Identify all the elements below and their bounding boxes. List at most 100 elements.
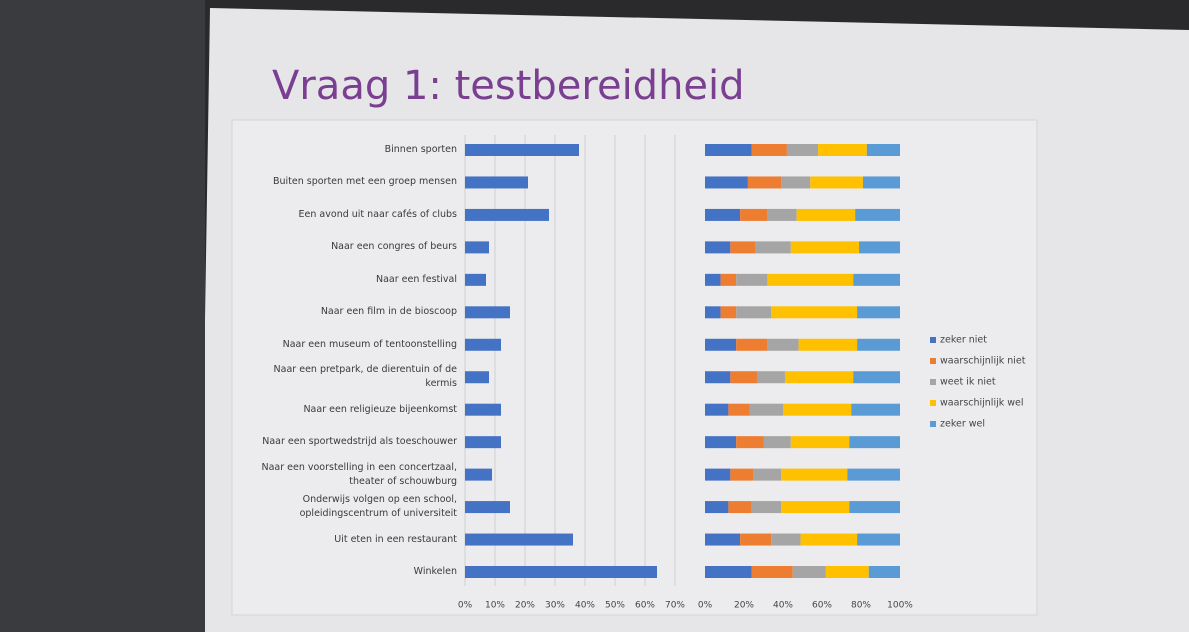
- bar-segment: [859, 241, 900, 253]
- bar-segment: [799, 339, 858, 351]
- bar: [465, 469, 492, 481]
- bar-segment: [750, 404, 783, 416]
- bar-segment: [705, 469, 730, 481]
- category-label: Naar een festival: [252, 273, 457, 287]
- bar-segment: [857, 339, 900, 351]
- bar-segment: [781, 176, 810, 188]
- category-label: Naar een sportwedstrijd als toeschouwer: [252, 435, 457, 449]
- x-tick-label: 0%: [698, 601, 713, 611]
- bar-segment: [857, 306, 900, 318]
- bar-segment: [728, 404, 749, 416]
- category-label: Winkelen: [252, 565, 457, 579]
- bar: [465, 501, 510, 513]
- bar-segment: [721, 274, 737, 286]
- legend-swatch: [930, 379, 936, 385]
- bar: [465, 339, 501, 351]
- x-tick-label: 0%: [458, 601, 473, 611]
- bar: [465, 534, 573, 546]
- bar-segment: [869, 566, 900, 578]
- bar-segment: [728, 501, 751, 513]
- bar-segment: [705, 436, 736, 448]
- category-label: Binnen sporten: [252, 143, 457, 157]
- bar: [465, 371, 489, 383]
- bar-segment: [849, 501, 900, 513]
- bar: [465, 274, 486, 286]
- bar-segment: [705, 339, 736, 351]
- bar: [465, 241, 489, 253]
- bar-segment: [758, 371, 785, 383]
- x-tick-label: 100%: [887, 601, 913, 611]
- bar-segment: [818, 144, 867, 156]
- bar: [465, 209, 549, 221]
- bar-segment: [705, 241, 730, 253]
- bar-segment: [785, 371, 853, 383]
- category-label: Naar een film in de bioscoop: [252, 305, 457, 319]
- bar: [465, 404, 501, 416]
- chart: Vraag 1: testbereidheid 0%10%20%30%40%50…: [0, 0, 1189, 632]
- bar-segment: [752, 566, 793, 578]
- bar-segment: [740, 534, 771, 546]
- bar-segment: [863, 176, 900, 188]
- background: [0, 0, 205, 632]
- bar-segment: [787, 144, 818, 156]
- bar-segment: [730, 469, 753, 481]
- bar-segment: [730, 371, 757, 383]
- bar-segment: [783, 404, 851, 416]
- x-tick-label: 20%: [734, 601, 754, 611]
- bar-segment: [767, 274, 853, 286]
- bar-segment: [791, 241, 859, 253]
- bar-segment: [730, 241, 755, 253]
- chart-title: Vraag 1: testbereidheid: [272, 63, 745, 109]
- bar-segment: [797, 209, 856, 221]
- bar-segment: [736, 274, 767, 286]
- x-tick-label: 30%: [545, 601, 565, 611]
- legend-swatch: [930, 400, 936, 406]
- x-tick-label: 70%: [665, 601, 685, 611]
- x-tick-label: 60%: [812, 601, 832, 611]
- bar: [465, 306, 510, 318]
- bar-segment: [826, 566, 869, 578]
- legend-swatch: [930, 337, 936, 343]
- legend-label: waarschijnlijk niet: [940, 356, 1026, 367]
- legend-label: zeker wel: [940, 419, 985, 430]
- bar-segment: [771, 534, 800, 546]
- x-tick-label: 80%: [851, 601, 871, 611]
- bar: [465, 566, 657, 578]
- bar-segment: [801, 534, 858, 546]
- category-label: Naar een voorstelling in een concertzaal…: [252, 461, 457, 489]
- bar-segment: [705, 144, 752, 156]
- bar: [465, 436, 501, 448]
- bar-segment: [767, 209, 796, 221]
- bar-segment: [847, 469, 900, 481]
- bar-segment: [752, 144, 787, 156]
- bar-segment: [771, 306, 857, 318]
- bar-segment: [857, 534, 900, 546]
- bar-segment: [705, 566, 752, 578]
- bar-segment: [867, 144, 900, 156]
- bar-segment: [705, 306, 721, 318]
- legend-label: weet ik niet: [940, 377, 996, 388]
- bar-segment: [791, 436, 850, 448]
- bar-segment: [851, 404, 900, 416]
- bar-segment: [705, 209, 740, 221]
- bar-segment: [748, 176, 781, 188]
- bar-segment: [721, 306, 737, 318]
- bar-segment: [754, 469, 781, 481]
- bar-segment: [736, 436, 763, 448]
- category-label: Een avond uit naar cafés of clubs: [252, 208, 457, 222]
- x-tick-label: 20%: [515, 601, 535, 611]
- bar-segment: [781, 469, 847, 481]
- bar-segment: [705, 371, 730, 383]
- x-tick-label: 60%: [635, 601, 655, 611]
- bar-segment: [736, 306, 771, 318]
- bar-segment: [849, 436, 900, 448]
- bar-segment: [793, 566, 826, 578]
- category-label: Naar een congres of beurs: [252, 240, 457, 254]
- bar-segment: [736, 339, 767, 351]
- x-tick-label: 50%: [605, 601, 625, 611]
- category-label: Uit eten in een restaurant: [252, 533, 457, 547]
- bar-segment: [705, 176, 748, 188]
- bar-segment: [855, 209, 900, 221]
- legend-swatch: [930, 421, 936, 427]
- bar-segment: [756, 241, 791, 253]
